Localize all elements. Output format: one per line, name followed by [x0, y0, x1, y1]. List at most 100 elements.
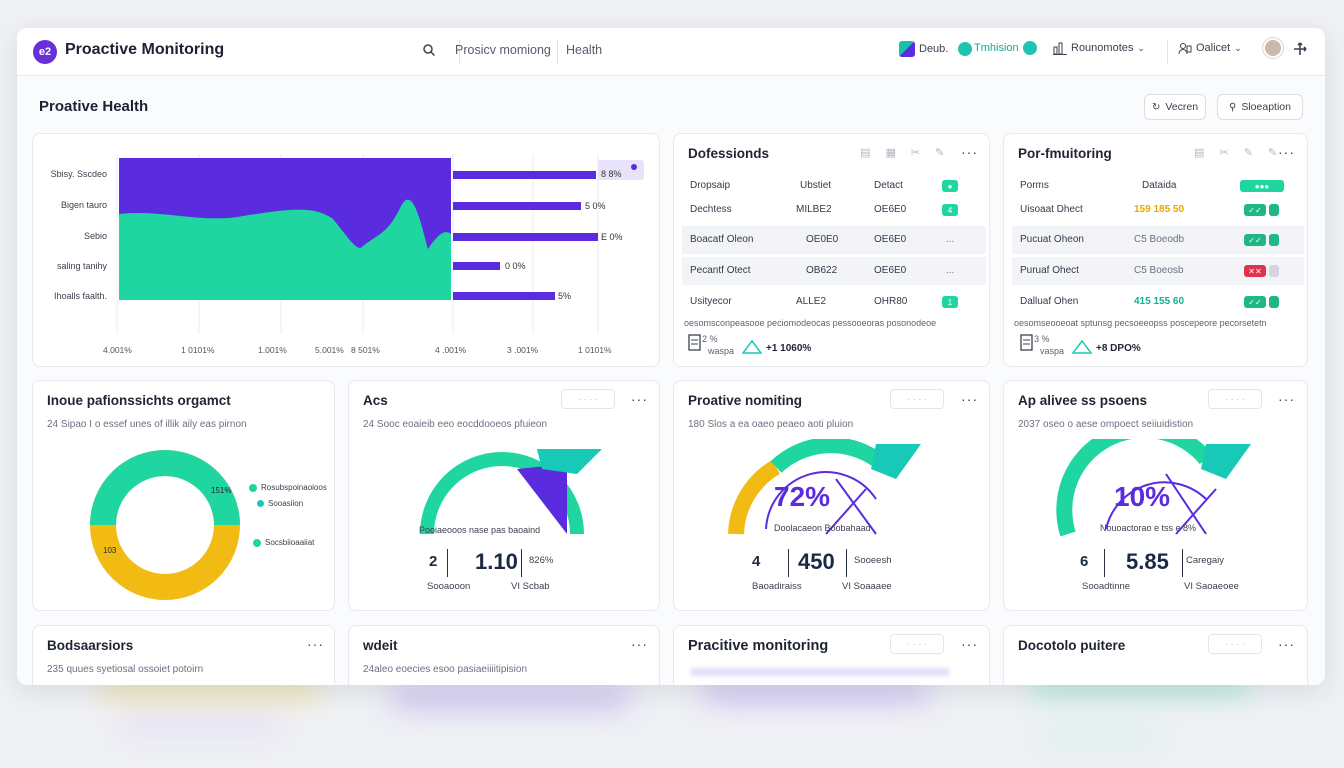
x-tick: 1.001% — [258, 345, 287, 355]
triangle-icon — [1072, 340, 1092, 354]
status-tag: ● — [942, 180, 958, 192]
status-tag: ✓✓ — [1244, 234, 1266, 246]
cell: Pucuat Oheon — [1020, 234, 1084, 245]
table-row[interactable]: Puruaf Ohect C5 Boeosb ✕✕ — [1012, 257, 1304, 285]
table-row[interactable]: Dechtess MILBE2 OE6E0 4 — [682, 196, 986, 224]
card-title: Por-fmuitoring — [1018, 146, 1112, 161]
period-select[interactable]: · · · · — [561, 389, 615, 409]
page-title: Proative Health — [39, 98, 149, 115]
status-dot — [1269, 204, 1279, 216]
donut-segment — [90, 450, 240, 526]
column-header: Detact — [874, 180, 903, 191]
cell: MILBE2 — [796, 204, 832, 215]
donut-chart-card: Inoue pafionssichts orgamct 24 Sipao I o… — [32, 380, 335, 611]
more-menu-icon[interactable]: ··· — [307, 636, 324, 652]
nav-link-monitoring[interactable]: Prosicv momiong — [455, 43, 551, 57]
table-row[interactable]: Dalluaf Ohen 415 155 60 ✓✓ — [1012, 288, 1304, 316]
gauge-needle-fill — [517, 464, 567, 534]
table-row[interactable]: Uisoaat Dhect 159 185 50 ✓✓ — [1012, 196, 1304, 224]
app-logo[interactable]: e2 — [33, 40, 57, 64]
table-row[interactable]: Pecantf Otect OB622 OE6E0 ... — [682, 257, 986, 285]
search-icon[interactable] — [422, 43, 436, 57]
period-select[interactable]: · · · · — [1208, 389, 1262, 409]
bar-label: 8 8% — [601, 169, 622, 179]
cell: OB622 — [806, 265, 838, 276]
row-label: Sebio — [83, 231, 107, 241]
more-menu-icon[interactable]: ··· — [631, 636, 648, 652]
divider — [521, 549, 522, 577]
card-title: Inoue pafionssichts orgamct — [47, 393, 231, 408]
x-tick: 1 0101% — [578, 345, 612, 355]
gauge-dial — [1056, 439, 1251, 537]
metric-label: Baoadiraiss — [752, 581, 802, 592]
move-icon[interactable] — [1293, 42, 1307, 56]
gauge-arc — [770, 439, 881, 473]
column-header: Ubstiet — [800, 180, 832, 191]
row-label: Ihoalls faalth. — [53, 291, 107, 301]
toolbar-label: Oalicet — [1196, 42, 1231, 54]
gauge-needle — [835, 478, 877, 535]
avatar[interactable] — [1263, 38, 1283, 58]
period-select[interactable]: · · · · — [890, 389, 944, 409]
status-dot — [1269, 234, 1279, 246]
more-menu-icon[interactable]: ··· — [961, 144, 978, 160]
legend-label: Socsbiioaaiiat — [265, 538, 315, 547]
more-menu-icon[interactable]: ··· — [1278, 144, 1295, 160]
bar — [453, 171, 596, 179]
gauge-needle — [1165, 473, 1207, 535]
stat-value: +1 1060% — [766, 343, 812, 354]
table-row[interactable]: Pucuat Oheon C5 Boeodb ✓✓ — [1012, 226, 1304, 254]
card-title: Bodsaarsiors — [47, 638, 134, 653]
top-bar: e2 Proactive Monitoring Prosicv momiong … — [17, 28, 1325, 76]
row-menu[interactable]: ... — [946, 265, 955, 276]
table-row[interactable]: Boacatf Oleon OE0E0 OE6E0 ... — [682, 226, 986, 254]
version-button[interactable]: ↻ Vecren — [1144, 94, 1206, 120]
legend-item: Socsbiioaaiiat — [253, 538, 314, 547]
toolbar-item-tmhision[interactable]: Tmhision — [974, 41, 1037, 55]
app-window: e2 Proactive Monitoring Prosicv momiong … — [17, 28, 1325, 685]
metric-main: 450 — [798, 549, 835, 574]
period-select[interactable]: · · · · — [890, 634, 944, 654]
legend-label: Sooasiion — [268, 499, 304, 508]
column-header: Dataida — [1142, 180, 1177, 191]
legend-item: Sooasiion — [257, 499, 303, 508]
gauge-arc — [420, 452, 584, 535]
metric-main: 1.10 — [475, 549, 518, 574]
status-tag: ●●● — [1240, 180, 1284, 192]
more-menu-icon[interactable]: ··· — [1278, 391, 1295, 407]
card-subtitle: 24 Sooc eoaieib eeo eocddooeos pfuieon — [363, 419, 548, 430]
row-label: Bigen tauro — [60, 200, 107, 210]
period-select[interactable]: · · · · — [1208, 634, 1262, 654]
more-menu-icon[interactable]: ··· — [1278, 636, 1295, 652]
cell: ALLE2 — [796, 296, 827, 307]
gauge-arc — [728, 460, 781, 535]
stat-label: 2 % — [702, 334, 718, 344]
more-menu-icon[interactable]: ··· — [961, 636, 978, 652]
options-button[interactable]: ⚲ Sloeaption — [1217, 94, 1303, 120]
refresh-icon: ↻ — [1151, 101, 1161, 113]
card-action-icons[interactable]: ▤ ▦ ✂ ✎ — [860, 147, 951, 159]
table-row[interactable]: Usityecor ALLE2 OHR80 1 — [682, 288, 986, 316]
toolbar-item-rounomotes[interactable]: Rounomotes ⌄ — [1053, 41, 1145, 55]
row-menu[interactable]: ... — [946, 234, 955, 245]
divider — [788, 549, 789, 577]
gauge-needle — [1175, 488, 1217, 535]
more-menu-icon[interactable]: ··· — [631, 391, 648, 407]
bar-label: 5 0% — [585, 201, 606, 211]
card-action-icons[interactable]: ▤ ✂ ✎ ✎ — [1194, 147, 1284, 159]
gauge-value: 72% — [774, 481, 831, 512]
status-tag: 1 — [942, 296, 958, 308]
card-title: Docotolo puitere — [1018, 638, 1126, 653]
more-menu-icon[interactable]: ··· — [961, 391, 978, 407]
nav-link-health[interactable]: Health — [566, 43, 603, 57]
toolbar-item-deub[interactable]: Deub. — [899, 41, 973, 57]
area-bar-chart — [116, 154, 599, 334]
divider — [459, 40, 460, 64]
metric-aux: Caregaiy — [1186, 555, 1225, 566]
chevron-down-icon: ⌄ — [1137, 42, 1145, 53]
bar — [453, 292, 555, 300]
gauge-arc — [1056, 439, 1213, 537]
cell: OE0E0 — [806, 234, 839, 245]
table-header: Dropsaip Ubstiet Detact ● — [682, 172, 986, 200]
toolbar-item-oalicet[interactable]: Oalicet ⌄ — [1178, 41, 1242, 55]
